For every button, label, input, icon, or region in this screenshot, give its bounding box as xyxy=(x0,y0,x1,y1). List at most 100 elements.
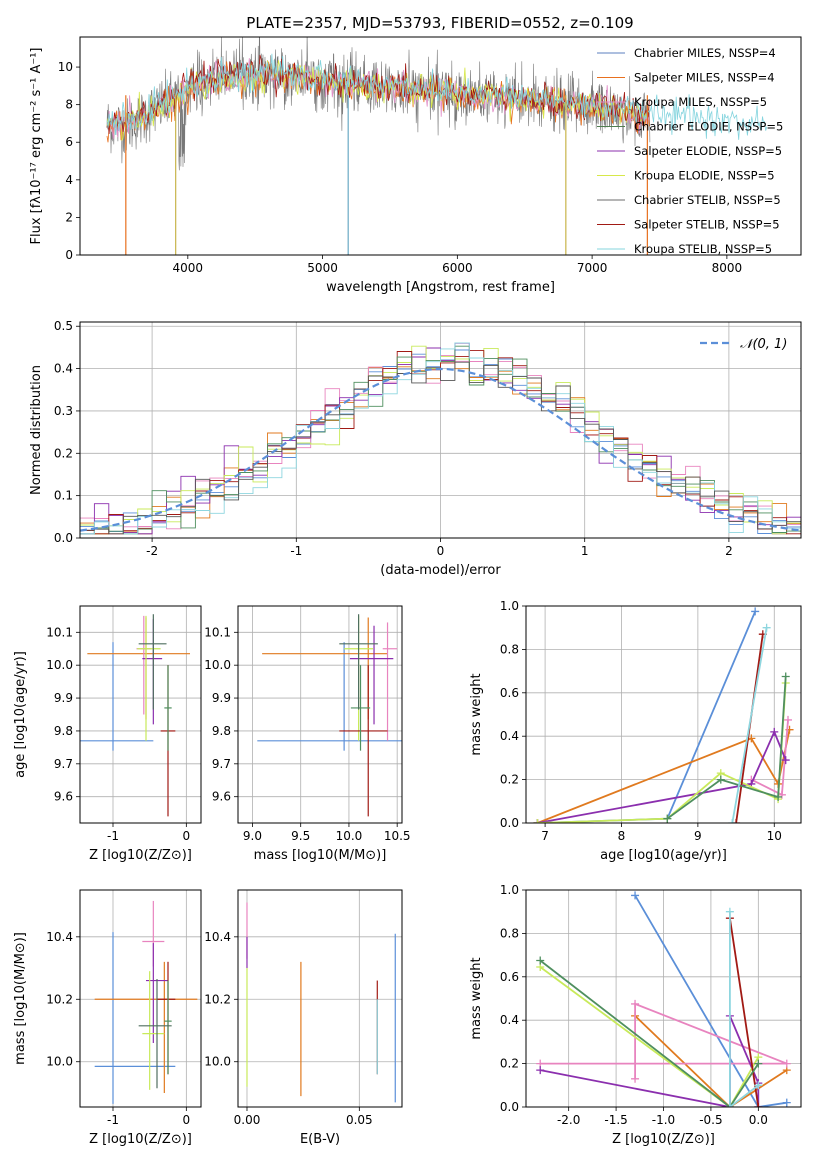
axes-mass_vs_Z: -1 0 10.0 10.2 10.4 Z [log10(Z/Z⊙)] mass [log1… xyxy=(13,889,202,1147)
x-tick-label: 9.0 xyxy=(243,829,262,843)
mass-weight-series xyxy=(537,682,787,823)
y-axis-label: mass weight xyxy=(469,957,484,1039)
mass-weight-marker xyxy=(732,819,741,823)
x-tick-label: 10.5 xyxy=(384,829,411,843)
legend: Chabrier MILES, NSSP=4 Salpeter MILES, NS… xyxy=(597,46,783,256)
x-tick-label: 7000 xyxy=(577,261,608,275)
mass-weight-marker xyxy=(762,623,771,632)
legend-entry: Chabrier ELODIE, NSSP=5 xyxy=(634,120,783,134)
axes-frame xyxy=(79,605,202,824)
plot-area-spectrum xyxy=(106,37,768,255)
x-tick-label: 1 xyxy=(581,544,589,558)
y-tick-label: 9.8 xyxy=(212,724,231,738)
residual-histogram xyxy=(80,342,801,535)
plot-area-age_vs_Z xyxy=(80,614,190,817)
y-tick-label: 0.8 xyxy=(500,642,519,656)
y-tick-label: 0.4 xyxy=(500,729,519,743)
mass-weight-marker xyxy=(784,715,793,724)
y-tick-label: 0.4 xyxy=(500,1013,519,1027)
y-tick-label: 0.1 xyxy=(54,489,73,503)
y-tick-label: 10.1 xyxy=(46,625,73,639)
x-tick-label: 6000 xyxy=(442,261,473,275)
mass-weight-marker xyxy=(781,756,790,765)
legend-entry: 𝒩(0, 1) xyxy=(740,337,787,352)
axes-frame xyxy=(79,36,802,256)
x-tick-label: 4000 xyxy=(173,261,204,275)
error-bar-point xyxy=(137,615,161,741)
mass-weight-marker xyxy=(631,999,640,1008)
x-axis-label: E(B-V) xyxy=(300,1132,340,1147)
x-axis-label: Z [log10(Z/Z⊙)] xyxy=(612,1132,715,1147)
mass-weight-marker xyxy=(631,1074,640,1083)
x-tick-label: 8 xyxy=(618,829,626,843)
y-tick-label: 9.8 xyxy=(54,724,73,738)
x-axis-label: mass [log10(M/M⊙)] xyxy=(254,848,387,863)
y-tick-label: 10.1 xyxy=(204,625,231,639)
x-tick-label: -1 xyxy=(290,544,302,558)
y-tick-label: 9.9 xyxy=(212,691,231,705)
x-tick-label: 0.00 xyxy=(234,1113,261,1127)
mass-weight-marker xyxy=(725,907,734,916)
y-tick-label: 6 xyxy=(65,135,73,149)
error-bar-point xyxy=(142,619,163,725)
axes-age_vs_mass: 9.0 9.5 10.0 10.5 9.6 9.7 9.8 9.9 10.0 10.1 mass [… xyxy=(204,605,411,863)
axes-frame xyxy=(237,605,403,824)
axes-residuals: -2 -1 0 1 2 0.0 0.1 0.2 0.3 0.4 0.5 (data-model)/er… xyxy=(29,319,802,578)
mass-weight-marker xyxy=(754,1059,763,1068)
mass-weight-marker xyxy=(754,1103,763,1107)
x-tick-label: 10.0 xyxy=(336,829,363,843)
x-tick-label: 9 xyxy=(694,829,702,843)
x-axis-label: (data-model)/error xyxy=(380,563,501,578)
y-tick-label: 0.8 xyxy=(500,926,519,940)
mass-weight-marker xyxy=(725,1103,734,1107)
x-tick-label: 10 xyxy=(767,829,782,843)
error-bar-point xyxy=(80,642,154,751)
x-tick-label: -1 xyxy=(107,1113,119,1127)
axes-weight_vs_Z: -2.0 -1.5 -1.0 -0.5 0.0 0.0 0.2 0.4 0.6 0.8 1.0 Z [… xyxy=(469,883,802,1147)
legend-entry: Kroupa MILES, NSSP=5 xyxy=(634,95,767,109)
mass-weight-marker xyxy=(536,956,545,965)
mass-weight-marker xyxy=(533,819,542,823)
y-tick-label: 0.0 xyxy=(54,531,73,545)
x-tick-label: -2.0 xyxy=(557,1113,580,1127)
plot-area-residuals xyxy=(80,342,801,535)
y-tick-label: 0.6 xyxy=(500,686,519,700)
y-tick-label: 10.0 xyxy=(204,1055,231,1069)
y-tick-label: 0.4 xyxy=(54,362,73,376)
mass-weight-marker xyxy=(782,1059,791,1068)
x-tick-label: -1.5 xyxy=(604,1113,627,1127)
y-axis-label: age [log10(age/yr)] xyxy=(13,651,28,778)
axes-frame xyxy=(79,889,202,1108)
legend-entry: Chabrier MILES, NSSP=4 xyxy=(634,46,776,60)
mass-weight-series xyxy=(540,1002,788,1079)
axes-frame xyxy=(525,605,802,824)
y-tick-label: 10 xyxy=(58,60,73,74)
y-tick-label: 0.2 xyxy=(500,773,519,787)
x-tick-label: 0 xyxy=(437,544,445,558)
page-title: PLATE=2357, MJD=53793, FIBERID=0552, z=0… xyxy=(246,14,633,32)
x-axis-label: wavelength [Angstrom, rest frame] xyxy=(326,280,555,295)
y-tick-label: 9.9 xyxy=(54,691,73,705)
x-tick-label: 5000 xyxy=(307,261,338,275)
x-tick-label: 8000 xyxy=(712,261,743,275)
y-tick-label: 10.0 xyxy=(46,1055,73,1069)
plot-area-mass_vs_Z xyxy=(94,900,198,1104)
x-tick-label: 7 xyxy=(541,829,549,843)
x-tick-label: -0.5 xyxy=(699,1113,722,1127)
y-tick-label: 9.7 xyxy=(212,757,231,771)
mass-weight-series xyxy=(634,894,787,1107)
y-tick-label: 1.0 xyxy=(500,883,519,897)
mass-weight-marker xyxy=(782,1098,791,1107)
error-bar-point xyxy=(87,617,190,720)
y-tick-label: 4 xyxy=(65,173,73,187)
mass-weight-marker xyxy=(536,1066,545,1075)
mass-weight-series xyxy=(537,611,757,823)
axes-spectrum: 4000 5000 6000 7000 8000 0 2 4 6 8 10 wavelength [A… xyxy=(29,36,802,295)
mass-weight-marker xyxy=(631,891,640,900)
x-tick-label: -1 xyxy=(107,829,119,843)
mass-weight-series xyxy=(729,911,759,1107)
y-axis-label: mass [log10(M/M⊙)] xyxy=(13,932,28,1065)
y-tick-label: 10.4 xyxy=(46,930,73,944)
y-tick-label: 0.6 xyxy=(500,970,519,984)
